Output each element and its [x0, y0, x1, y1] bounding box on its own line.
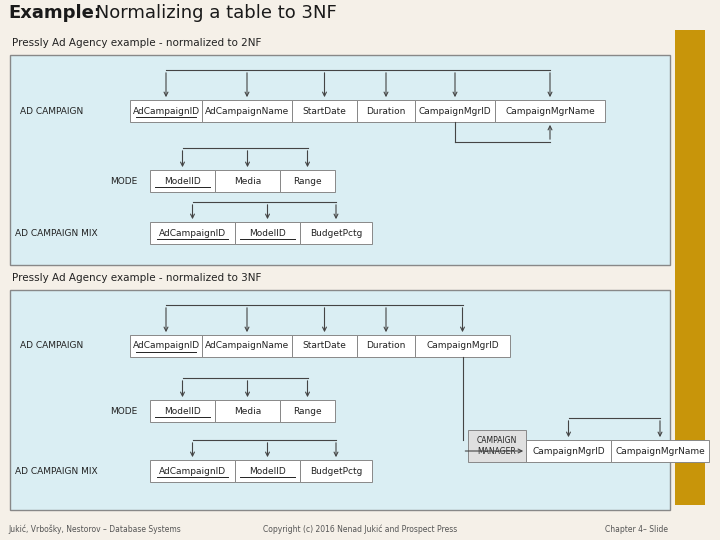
Bar: [215, 400, 280, 422]
Bar: [675, 30, 705, 505]
Bar: [357, 335, 415, 357]
Text: AdCampaignID: AdCampaignID: [132, 341, 199, 350]
Bar: [10, 55, 670, 265]
Bar: [150, 460, 235, 482]
Text: Chapter 4– Slide: Chapter 4– Slide: [605, 525, 668, 534]
Text: Media: Media: [234, 177, 261, 186]
Text: Jukić, Vrbošky, Nestorov – Database Systems: Jukić, Vrbošky, Nestorov – Database Syst…: [8, 525, 181, 535]
Text: StartDate: StartDate: [302, 106, 346, 116]
Text: ModelID: ModelID: [249, 228, 286, 238]
Text: AD CAMPAIGN: AD CAMPAIGN: [20, 106, 84, 116]
Bar: [202, 100, 292, 122]
Text: BudgetPctg: BudgetPctg: [310, 467, 362, 476]
Text: ModelID: ModelID: [164, 177, 201, 186]
Bar: [150, 222, 235, 244]
Bar: [468, 430, 526, 462]
Text: ModelID: ModelID: [249, 467, 286, 476]
Text: Example:: Example:: [8, 4, 101, 22]
Text: CampaignMgrID: CampaignMgrID: [532, 447, 605, 456]
Text: AdCampaignID: AdCampaignID: [132, 106, 199, 116]
Text: ModelID: ModelID: [164, 407, 201, 415]
Bar: [415, 335, 510, 357]
Text: Range: Range: [293, 407, 322, 415]
Text: AD CAMPAIGN MIX: AD CAMPAIGN MIX: [15, 228, 98, 238]
Text: AD CAMPAIGN: AD CAMPAIGN: [20, 341, 84, 350]
Text: CampaignMgrName: CampaignMgrName: [505, 106, 595, 116]
Text: Duration: Duration: [366, 106, 405, 116]
Text: CampaignMgrID: CampaignMgrID: [419, 106, 491, 116]
Text: Pressly Ad Agency example - normalized to 2NF: Pressly Ad Agency example - normalized t…: [12, 38, 261, 48]
Text: Range: Range: [293, 177, 322, 186]
Bar: [300, 222, 372, 244]
Bar: [280, 400, 335, 422]
Bar: [235, 460, 300, 482]
Text: Normalizing a table to 3NF: Normalizing a table to 3NF: [90, 4, 337, 22]
Bar: [495, 100, 605, 122]
Bar: [292, 335, 357, 357]
Text: CampaignMgrName: CampaignMgrName: [615, 447, 705, 456]
Bar: [150, 170, 215, 192]
Bar: [130, 335, 202, 357]
Text: MODE: MODE: [110, 177, 138, 186]
Bar: [357, 100, 415, 122]
Text: AdCampaignID: AdCampaignID: [159, 228, 226, 238]
Bar: [611, 440, 709, 462]
Bar: [280, 170, 335, 192]
Text: AdCampaignID: AdCampaignID: [159, 467, 226, 476]
Bar: [202, 335, 292, 357]
Bar: [526, 440, 611, 462]
Text: Pressly Ad Agency example - normalized to 3NF: Pressly Ad Agency example - normalized t…: [12, 273, 261, 283]
Bar: [215, 170, 280, 192]
Text: MODE: MODE: [110, 407, 138, 415]
Bar: [150, 400, 215, 422]
Text: Media: Media: [234, 407, 261, 415]
Bar: [300, 460, 372, 482]
Text: AdCampaignName: AdCampaignName: [205, 106, 289, 116]
Text: Duration: Duration: [366, 341, 405, 350]
Text: AdCampaignName: AdCampaignName: [205, 341, 289, 350]
Bar: [10, 290, 670, 510]
Bar: [415, 100, 495, 122]
Text: AD CAMPAIGN MIX: AD CAMPAIGN MIX: [15, 467, 98, 476]
Bar: [130, 100, 202, 122]
Bar: [292, 100, 357, 122]
Text: BudgetPctg: BudgetPctg: [310, 228, 362, 238]
Text: StartDate: StartDate: [302, 341, 346, 350]
Text: CAMPAIGN
MANAGER: CAMPAIGN MANAGER: [477, 436, 517, 456]
Text: CampaignMgrID: CampaignMgrID: [426, 341, 499, 350]
Bar: [235, 222, 300, 244]
Text: Copyright (c) 2016 Nenad Jukić and Prospect Press: Copyright (c) 2016 Nenad Jukić and Prosp…: [263, 525, 457, 535]
